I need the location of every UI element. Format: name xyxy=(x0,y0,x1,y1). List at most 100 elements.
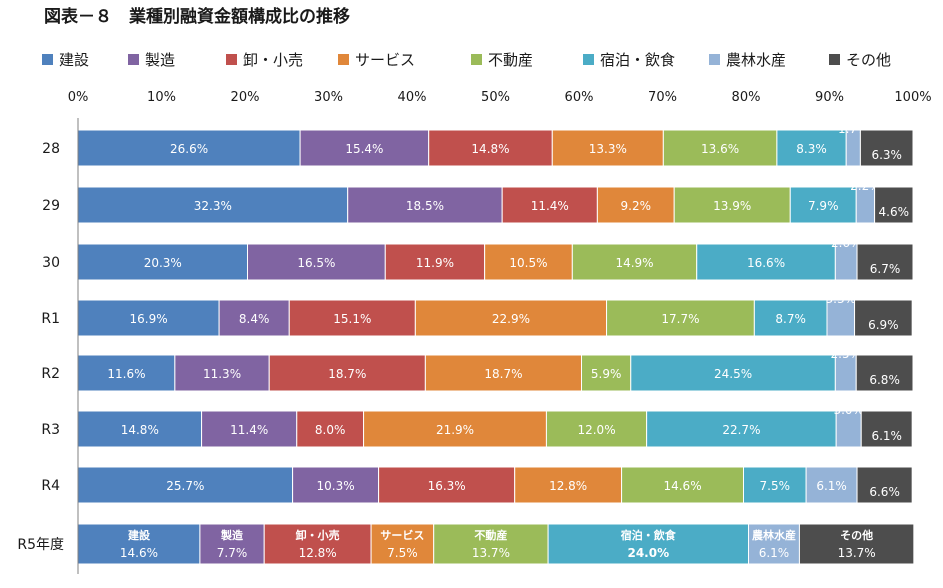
data-label: 21.9% xyxy=(436,423,474,437)
data-label: 5.9% xyxy=(591,367,622,381)
category-label: R1 xyxy=(41,311,60,327)
bar-segment xyxy=(424,354,583,392)
bar-segment xyxy=(218,299,290,337)
category-label: R5年度 xyxy=(17,537,64,553)
x-tick-label: 50% xyxy=(481,90,510,105)
data-label: 12.8% xyxy=(299,546,337,560)
data-label: 16.3% xyxy=(428,479,466,493)
bar-row: 11.6% 11.3% 18.7% 18.7% 5.9% 24.5% 2.5% 6.8% xyxy=(77,347,914,392)
bar-segment xyxy=(199,523,265,565)
bar-category-name: 不動産 xyxy=(474,528,507,542)
data-label: 22.9% xyxy=(492,312,530,326)
bar-segment xyxy=(547,523,750,565)
bar-segment xyxy=(854,299,913,337)
category-label: R3 xyxy=(41,422,60,438)
bar-segment xyxy=(484,243,573,281)
category-label: 29 xyxy=(42,198,60,214)
data-label: 11.4% xyxy=(230,423,268,437)
bar-segment xyxy=(296,410,365,448)
bar-segment xyxy=(268,354,426,392)
bar-segment xyxy=(174,354,270,392)
category-label: 28 xyxy=(42,141,60,157)
bar-segment xyxy=(433,523,549,565)
legend-swatch xyxy=(42,54,53,65)
data-label: 8.0% xyxy=(315,423,346,437)
data-label: 2.6% xyxy=(831,236,862,250)
bar-segment xyxy=(798,523,915,565)
data-label: 6.8% xyxy=(869,373,900,387)
x-tick-label: 0% xyxy=(68,90,89,105)
bar-segment xyxy=(77,466,294,504)
legend-label: 卸・小売 xyxy=(243,51,303,69)
bar-segment xyxy=(859,129,914,167)
data-label: 11.9% xyxy=(416,256,454,270)
data-label: 7.9% xyxy=(808,199,839,213)
data-label: 17.7% xyxy=(661,312,699,326)
bar-segment xyxy=(662,129,778,167)
data-label: 15.4% xyxy=(345,142,383,156)
legend-item: 農林水産 xyxy=(709,51,786,69)
bar-segment xyxy=(77,299,220,337)
bar-segment xyxy=(77,243,249,281)
bar-segment xyxy=(414,299,608,337)
data-label: 11.3% xyxy=(203,367,241,381)
bars: 26.6% 15.4% 14.8% 13.3% 13.6% 8.3%1.7%6.3%32.… xyxy=(77,122,915,565)
bar-row: 16.9% 8.4% 15.1% 22.9% 17.7% 8.7% 3.3% 6.9% xyxy=(77,292,913,337)
bar-segment xyxy=(571,243,698,281)
legend-item: 卸・小売 xyxy=(226,51,303,69)
bar-segment xyxy=(856,466,913,504)
bar-category-name: 製造 xyxy=(220,528,244,542)
bar-segment xyxy=(501,186,598,224)
x-tick-label: 70% xyxy=(648,90,677,105)
bar-segment xyxy=(77,186,349,224)
data-label: 7.5% xyxy=(387,546,418,560)
data-label: 2.5% xyxy=(831,347,862,361)
data-label: 10.5% xyxy=(509,256,547,270)
bar-row: 26.6% 15.4% 14.8% 13.3% 13.6% 8.3%1.7%6.3% xyxy=(77,122,914,167)
bar-segment xyxy=(874,186,914,224)
bar-segment xyxy=(805,466,858,504)
bar-segment xyxy=(77,354,176,392)
data-label: 8.3% xyxy=(796,142,827,156)
bar-row: 建設 14.6% 製造 7.7% 卸・小売 12.8% サービス 7.5% 不動産 13.7% 宿泊… xyxy=(77,523,915,565)
legend-label: 製造 xyxy=(145,51,175,69)
data-label: 26.6% xyxy=(170,142,208,156)
bar-segment xyxy=(860,410,913,448)
legend-item: 不動産 xyxy=(471,51,533,69)
bar-segment xyxy=(646,410,837,448)
x-tick-label: 100% xyxy=(894,90,931,105)
x-tick-label: 60% xyxy=(565,90,594,105)
data-label: 16.6% xyxy=(747,256,785,270)
x-tick-label: 30% xyxy=(314,90,343,105)
bar-segment xyxy=(288,299,416,337)
bar-category-name: 農林水産 xyxy=(752,528,796,542)
data-label: 16.5% xyxy=(297,256,335,270)
bar-category-name: 卸・小売 xyxy=(296,528,340,542)
legend-label: 建設 xyxy=(59,51,89,69)
data-label: 13.7% xyxy=(838,546,876,560)
category-label: 30 xyxy=(42,255,60,271)
x-tick-label: 80% xyxy=(732,90,761,105)
bar-segment xyxy=(606,299,755,337)
data-label: 11.6% xyxy=(107,367,145,381)
legend-swatch xyxy=(709,54,720,65)
bar-segment xyxy=(696,243,836,281)
data-label: 6.1% xyxy=(759,546,790,560)
bar-segment xyxy=(363,410,547,448)
data-label: 18.5% xyxy=(406,199,444,213)
legend-item: 製造 xyxy=(128,51,175,69)
legend-item: サービス xyxy=(338,51,415,69)
bar-segment xyxy=(201,410,298,448)
bar-segment xyxy=(77,129,301,167)
bar-segment xyxy=(247,243,386,281)
data-label: 14.6% xyxy=(120,546,158,560)
bar-row: 14.8% 11.4% 8.0% 21.9% 12.0% 22.7% 3.0% 6.1% xyxy=(77,403,913,448)
bar-category-name: 宿泊・飲食 xyxy=(621,528,677,542)
data-label: 13.9% xyxy=(713,199,751,213)
data-label: 3.0% xyxy=(833,403,864,417)
bar-row: 25.7% 10.3% 16.3% 12.8% 14.6% 7.5% 6.1% 6.6% xyxy=(77,466,913,504)
data-label: 6.6% xyxy=(869,485,900,499)
data-label: 13.7% xyxy=(472,546,510,560)
data-label: 12.8% xyxy=(549,479,587,493)
